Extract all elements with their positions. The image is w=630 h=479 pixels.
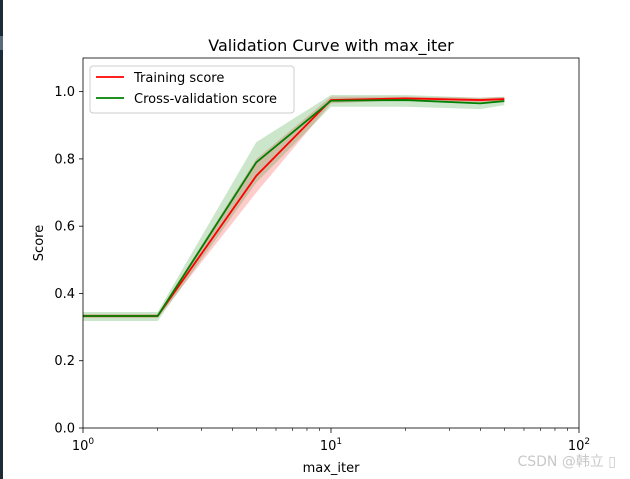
x-tick-label: 101 xyxy=(320,437,342,454)
confidence-bands xyxy=(83,95,505,322)
x-axis-minor-ticks xyxy=(157,428,568,431)
series-lines xyxy=(83,97,505,317)
x-tick-label: 100 xyxy=(72,437,95,454)
chart-title: Validation Curve with max_iter xyxy=(208,36,454,56)
y-tick-label: 0.4 xyxy=(54,287,75,302)
y-tick-label: 1.0 xyxy=(54,85,75,100)
y-axis-label: Score xyxy=(32,225,47,261)
window-left-edge xyxy=(0,0,3,479)
plot-area xyxy=(83,58,579,428)
legend-label-cross-validation: Cross-validation score xyxy=(134,92,277,107)
y-tick-label: 0.8 xyxy=(54,152,75,167)
legend: Training score Cross-validation score xyxy=(89,65,295,114)
x-tick-label: 102 xyxy=(568,437,590,454)
x-axis-label: max_iter xyxy=(303,461,361,476)
x-axis-ticks: 100 101 102 xyxy=(72,428,590,454)
y-axis-ticks: 0.0 0.2 0.4 0.6 0.8 1.0 xyxy=(54,85,83,437)
watermark: CSDN @韩立 ▯ xyxy=(517,454,616,470)
y-tick-label: 0.0 xyxy=(54,422,75,437)
window-edge-notch xyxy=(0,36,3,50)
band-training xyxy=(83,96,505,319)
legend-label-training: Training score xyxy=(133,71,224,86)
legend-box xyxy=(89,65,295,114)
y-tick-label: 0.2 xyxy=(54,354,75,369)
y-tick-label: 0.6 xyxy=(54,220,75,235)
band-cross-validation xyxy=(83,95,505,322)
line-cross-validation xyxy=(83,99,505,317)
